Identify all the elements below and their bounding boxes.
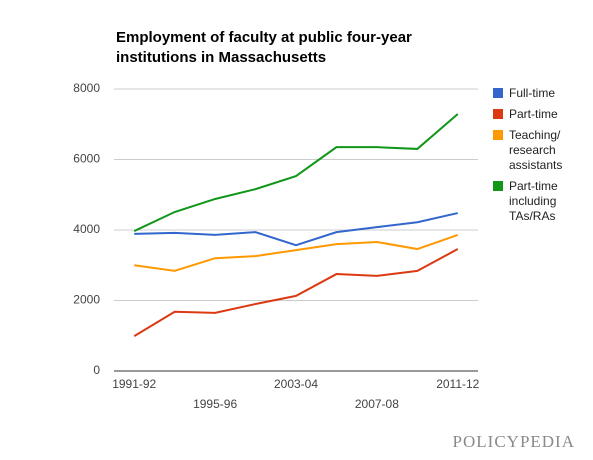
y-tick-label: 4000 — [73, 222, 100, 236]
x-tick-label: 2011-12 — [436, 377, 479, 391]
logo: POLICYPEDIA — [452, 432, 575, 451]
legend: Full-time Part-time Teaching/ research ass… — [493, 86, 573, 230]
y-tick-label: 0 — [93, 363, 100, 377]
legend-swatch — [493, 181, 503, 191]
y-tick-label: 8000 — [73, 81, 100, 95]
series-line — [133, 113, 459, 232]
legend-swatch — [493, 109, 503, 119]
y-tick-label: 6000 — [73, 152, 100, 166]
legend-label: Part-time including TAs/RAs — [509, 179, 558, 223]
legend-swatch — [493, 88, 503, 98]
legend-item: Teaching/ research assistants — [493, 128, 573, 173]
legend-item: Full-time — [493, 86, 573, 101]
legend-label: Part-time — [509, 107, 558, 121]
chart-title: Employment of faculty at public four-yea… — [116, 29, 412, 66]
series-line — [134, 212, 458, 247]
legend-item: Part-time including TAs/RAs — [493, 179, 573, 224]
legend-item: Part-time — [493, 107, 573, 122]
legend-label: Teaching/ research assistants — [509, 128, 563, 172]
x-tick-label: 2007-08 — [355, 397, 399, 411]
series-line — [134, 233, 459, 272]
x-tick-label: 2003-04 — [274, 377, 318, 391]
legend-label: Full-time — [509, 86, 556, 100]
x-tick-label: 1991-92 — [112, 377, 156, 391]
x-tick-label: 1995-96 — [193, 397, 237, 411]
legend-swatch — [493, 130, 503, 140]
y-tick-label: 2000 — [73, 293, 100, 307]
series-line — [133, 248, 459, 337]
